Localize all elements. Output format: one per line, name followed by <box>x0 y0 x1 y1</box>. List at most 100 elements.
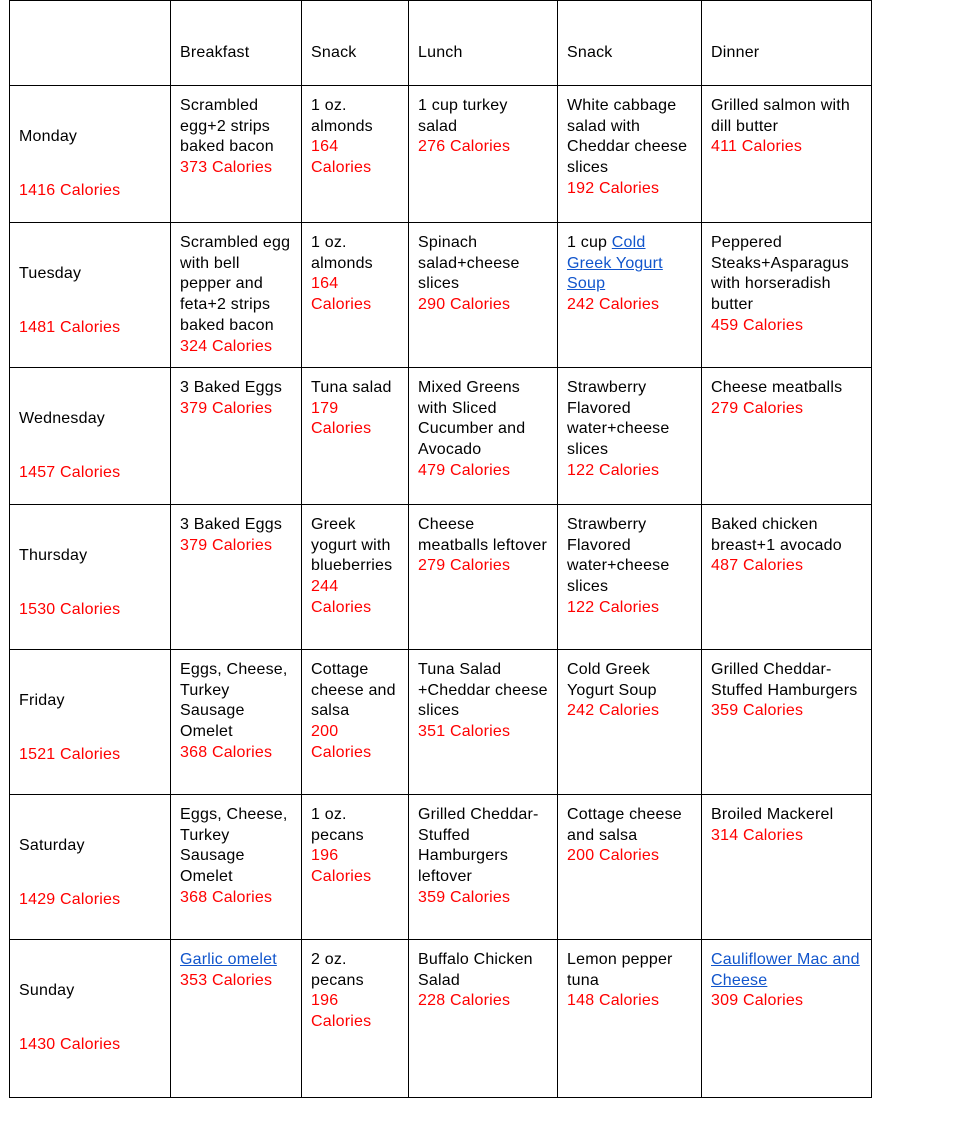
meal-description: Scrambled egg with bell pepper and feta+… <box>180 234 291 334</box>
meal-cell-breakfast: 3 Baked Eggs 379 Calories <box>170 367 302 505</box>
meal-cell-breakfast: 3 Baked Eggs 379 Calories <box>170 504 302 650</box>
meal-description: Cold Greek Yogurt Soup <box>567 661 657 699</box>
day-name: Friday <box>19 692 65 709</box>
meal-cell-dinner: Peppered Steaks+Asparagus with horseradi… <box>701 222 872 368</box>
meal-description: Mixed Greens with Sliced Cucumber and Av… <box>418 379 526 459</box>
meal-calories: 479 Calories <box>418 461 511 479</box>
meal-cell-lunch: 1 cup turkey salad 276 Calories <box>408 85 558 223</box>
meal-calories: 228 Calories <box>418 992 511 1010</box>
meal-cell-morning-snack: 1 oz. almonds 164 Calories <box>301 85 409 223</box>
day-row-monday: Monday 1416 Calories Scrambled egg+2 strip… <box>9 85 872 223</box>
meal-description: Tuna Salad +Cheddar cheese slices <box>418 661 548 720</box>
meal-calories: 379 Calories <box>180 399 273 417</box>
meal-cell-lunch: Spinach salad+cheese slices 290 Calories <box>408 222 558 368</box>
meal-cell-breakfast: Garlic omelet 353 Calories <box>170 939 302 1098</box>
meal-calories: 196 Calories <box>311 992 372 1031</box>
meal-calories: 368 Calories <box>180 888 273 906</box>
meal-calories: 148 Calories <box>567 992 660 1010</box>
day-name: Thursday <box>19 547 88 564</box>
header-corner <box>9 0 171 86</box>
day-total-calories: 1530 Calories <box>19 600 121 618</box>
header-breakfast: Breakfast <box>170 0 302 86</box>
day-total-calories: 1429 Calories <box>19 890 121 908</box>
day-row-thursday: Thursday 1530 Calories 3 Baked Eggs 379 Cal… <box>9 504 872 650</box>
meal-calories: 122 Calories <box>567 461 660 479</box>
meal-cell-lunch: Buffalo Chicken Salad 228 Calories <box>408 939 558 1098</box>
meal-calories: 353 Calories <box>180 971 273 989</box>
meal-description: Greek yogurt with blueberries <box>311 516 393 575</box>
meal-description: Cottage cheese and salsa <box>567 806 682 844</box>
recipe-link[interactable]: Garlic omelet <box>180 951 277 968</box>
day-name: Saturday <box>19 837 85 854</box>
recipe-link[interactable]: Cauliflower Mac and Cheese <box>711 951 860 989</box>
day-name: Sunday <box>19 982 75 999</box>
day-total-calories: 1416 Calories <box>19 181 121 199</box>
day-cell: Thursday 1530 Calories <box>9 504 171 650</box>
meal-description: 3 Baked Eggs <box>180 379 283 396</box>
meal-description: Buffalo Chicken Salad <box>418 951 533 989</box>
meal-calories: 242 Calories <box>567 296 660 314</box>
meal-cell-lunch: Mixed Greens with Sliced Cucumber and Av… <box>408 367 558 505</box>
meal-description: Strawberry Flavored water+cheese slices <box>567 516 670 596</box>
meal-calories: 368 Calories <box>180 743 273 761</box>
meal-calories: 279 Calories <box>711 399 804 417</box>
day-row-sunday: Sunday 1430 Calories Garlic omelet 353 Calo… <box>9 939 872 1098</box>
meal-description: Eggs, Cheese, Turkey Sausage Omelet <box>180 661 288 741</box>
meal-cell-afternoon-snack: Cottage cheese and salsa 200 Calories <box>557 794 702 940</box>
meal-description: Tuna salad <box>311 379 392 396</box>
day-total-calories: 1457 Calories <box>19 463 121 481</box>
meal-cell-dinner: Baked chicken breast+1 avocado 487 Calori… <box>701 504 872 650</box>
meal-description: Grilled salmon with dill butter <box>711 97 850 135</box>
meal-calories: 164 Calories <box>311 275 372 314</box>
meal-cell-lunch: Tuna Salad +Cheddar cheese slices 351 Cal… <box>408 649 558 795</box>
meal-cell-breakfast: Scrambled egg with bell pepper and feta+… <box>170 222 302 368</box>
meal-description: 3 Baked Eggs <box>180 516 283 533</box>
meal-cell-dinner: Grilled Cheddar-Stuffed Hamburgers 359 Ca… <box>701 649 872 795</box>
meal-calories: 309 Calories <box>711 992 804 1010</box>
day-cell: Saturday 1429 Calories <box>9 794 171 940</box>
meal-calories: 359 Calories <box>418 888 511 906</box>
day-cell: Friday 1521 Calories <box>9 649 171 795</box>
meal-description: 1 oz. almonds <box>311 97 373 135</box>
meal-description: White cabbage salad with Cheddar cheese … <box>567 97 688 177</box>
meal-cell-lunch: Cheese meatballs leftover 279 Calories <box>408 504 558 650</box>
meal-description: Baked chicken breast+1 avocado <box>711 516 842 554</box>
meal-cell-breakfast: Scrambled egg+2 strips baked bacon 373 Ca… <box>170 85 302 223</box>
meal-calories: 324 Calories <box>180 337 273 355</box>
day-name: Wednesday <box>19 410 106 427</box>
meal-calories: 200 Calories <box>311 723 372 761</box>
meal-cell-dinner: Grilled salmon with dill butter 411 Calor… <box>701 85 872 223</box>
day-total-calories: 1430 Calories <box>19 1035 121 1053</box>
meal-cell-afternoon-snack: White cabbage salad with Cheddar cheese … <box>557 85 702 223</box>
meal-cell-morning-snack: Tuna salad 179 Calories <box>301 367 409 505</box>
meal-description: Peppered Steaks+Asparagus with horseradi… <box>711 234 849 314</box>
header-morning-snack: Snack <box>301 0 409 86</box>
meal-description: 1 cup <box>567 234 612 251</box>
meal-calories: 200 Calories <box>567 847 660 865</box>
meal-description: Spinach salad+cheese slices <box>418 234 520 293</box>
day-row-wednesday: Wednesday 1457 Calories 3 Baked Eggs 379 Ca… <box>9 367 872 505</box>
meal-description: Eggs, Cheese, Turkey Sausage Omelet <box>180 806 288 886</box>
meal-cell-afternoon-snack: Strawberry Flavored water+cheese slices 1… <box>557 504 702 650</box>
meal-calories: 373 Calories <box>180 159 273 177</box>
meal-calories: 314 Calories <box>711 826 804 844</box>
meal-calories: 379 Calories <box>180 536 273 554</box>
meal-cell-morning-snack: 1 oz. almonds 164 Calories <box>301 222 409 368</box>
meal-description: Cottage cheese and salsa <box>311 661 396 720</box>
meal-calories: 411 Calories <box>711 138 803 156</box>
meal-cell-morning-snack: 2 oz. pecans 196 Calories <box>301 939 409 1098</box>
meal-calories: 192 Calories <box>567 179 660 197</box>
recipe-link[interactable]: Cold Greek Yogurt Soup <box>567 234 663 293</box>
meal-calories: 459 Calories <box>711 316 804 334</box>
meal-cell-afternoon-snack: Lemon pepper tuna 148 Calories <box>557 939 702 1098</box>
meal-cell-dinner: Broiled Mackerel 314 Calories <box>701 794 872 940</box>
meal-calories: 359 Calories <box>711 702 804 720</box>
header-lunch: Lunch <box>408 0 558 86</box>
day-row-tuesday: Tuesday 1481 Calories Scrambled egg with b… <box>9 222 872 368</box>
meal-description: Strawberry Flavored water+cheese slices <box>567 379 670 459</box>
meal-description: 1 oz. pecans <box>311 806 364 844</box>
meal-calories: 290 Calories <box>418 296 511 314</box>
header-row: Breakfast Snack Lunch Snack Dinner <box>9 0 872 86</box>
meal-cell-afternoon-snack: 1 cup Cold Greek Yogurt Soup 242 Calories <box>557 222 702 368</box>
meal-calories: 244 Calories <box>311 578 372 616</box>
